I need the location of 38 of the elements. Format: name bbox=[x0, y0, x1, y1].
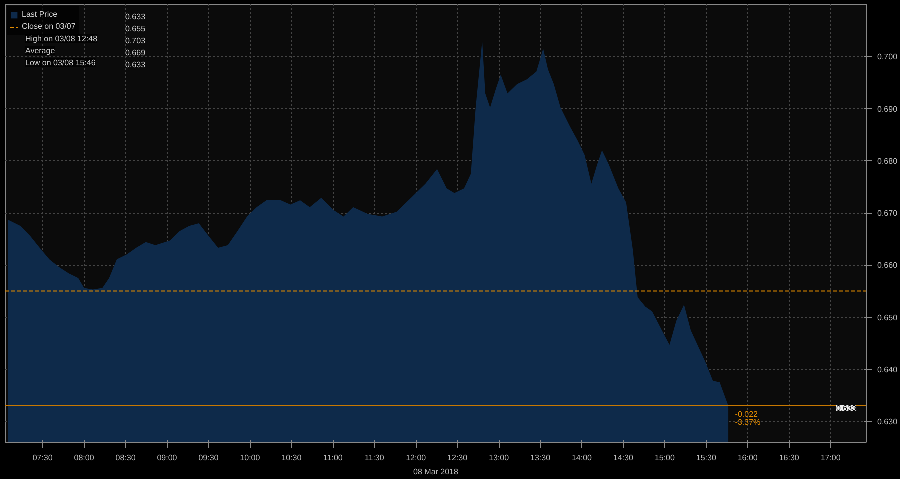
x-tick-label: 12:30 bbox=[448, 454, 468, 462]
y-tick-label: 0.670 bbox=[878, 209, 898, 218]
text: High on 03/08 12:48 0.703 bbox=[26, 34, 146, 46]
x-tick-label: 08:30 bbox=[116, 454, 136, 462]
x-tick-label: 10:00 bbox=[240, 454, 261, 462]
y-tick-label: 0.650 bbox=[878, 313, 898, 322]
x-tick-label: 07:30 bbox=[32, 454, 54, 462]
x-axis-title: 08 Mar 2018 bbox=[414, 468, 460, 476]
annotation: -0.022 -3.37% bbox=[735, 410, 761, 427]
text: Average 0.669 bbox=[26, 46, 146, 58]
x-tick-label: 16:00 bbox=[738, 454, 758, 462]
x-tick-label: 10:30 bbox=[282, 454, 302, 462]
x-tick-label: 14:30 bbox=[613, 454, 634, 462]
x-tick-label: 09:30 bbox=[198, 454, 220, 462]
text: Low on 03/08 15:46 0.633 bbox=[26, 58, 146, 70]
y-tick-label: 0.660 bbox=[878, 261, 898, 270]
y-tick-label: 0.630 bbox=[878, 418, 898, 427]
ref-line-label: 0.633 bbox=[836, 404, 858, 413]
x-tick-label: 13:00 bbox=[489, 454, 510, 462]
y-tick-label: 0.700 bbox=[878, 52, 898, 62]
x-tick-label: 16:30 bbox=[779, 454, 800, 462]
annotation: 0.655 bbox=[126, 24, 146, 34]
annotation: 0.633 bbox=[126, 12, 146, 22]
x-tick-label: 09:00 bbox=[157, 454, 178, 462]
x-tick-label: 11:00 bbox=[323, 454, 344, 462]
legend-label: Last Price bbox=[22, 9, 58, 20]
y-tick-label: 0.640 bbox=[878, 366, 898, 374]
x-tick-label: 17:00 bbox=[820, 454, 842, 462]
x-tick-label: 12:00 bbox=[406, 454, 427, 462]
x-tick-label: 15:00 bbox=[654, 454, 676, 462]
x-tick-label: 11:30 bbox=[364, 454, 385, 462]
y-tick-label: 0.690 bbox=[878, 104, 898, 114]
x-tick-label: 13:30 bbox=[530, 454, 552, 462]
x-tick-label: 15:30 bbox=[696, 454, 717, 462]
x-tick-label: 14:00 bbox=[572, 454, 593, 462]
y-tick-label: 0.680 bbox=[878, 156, 898, 166]
x-tick-label: 08:00 bbox=[74, 454, 95, 462]
legend-label: Close on 03/07 bbox=[22, 21, 76, 32]
